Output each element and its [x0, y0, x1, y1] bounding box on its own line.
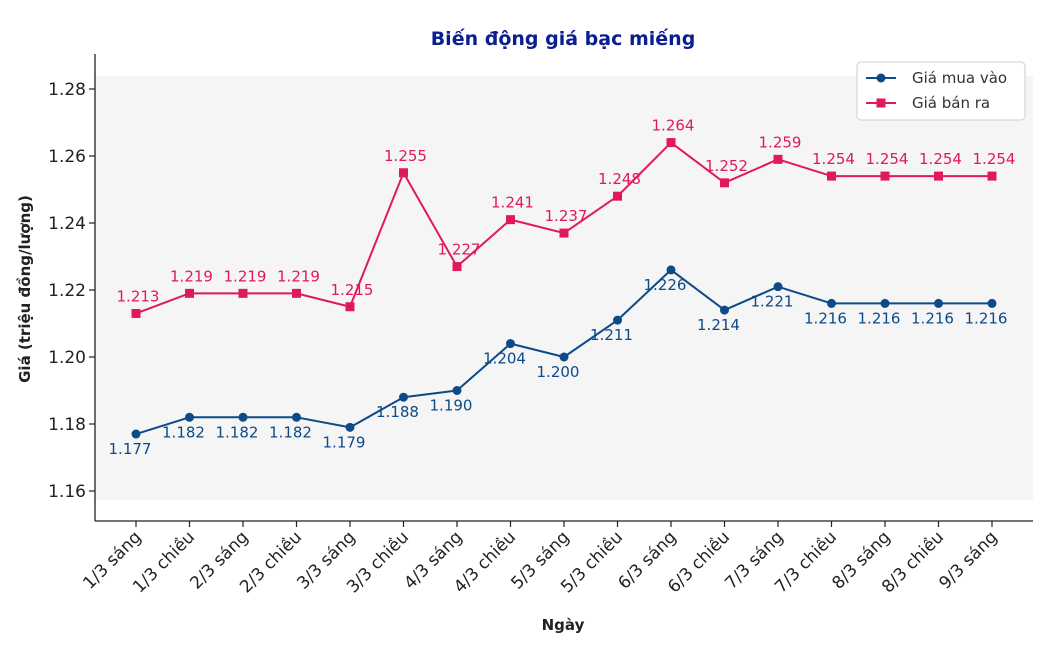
data-label-ban: 1.241	[491, 194, 534, 212]
data-point-ban	[613, 191, 622, 201]
y-tick-label: 1.28	[48, 80, 86, 100]
data-point-ban	[827, 171, 836, 181]
series-layer	[131, 138, 997, 439]
data-point-ban	[292, 288, 301, 298]
data-point-ban	[131, 308, 141, 318]
data-point-ban	[506, 215, 515, 225]
y-ticks: 1.16 1.18 1.20 1.22 1.24 1.26 1.28	[48, 80, 95, 502]
data-point-mua	[720, 305, 729, 315]
data-label-ban: 1.219	[277, 267, 320, 285]
data-label-mua: 1.177	[109, 440, 152, 458]
data-point-ban	[934, 171, 943, 181]
data-point-ban	[773, 154, 783, 164]
data-point-ban	[880, 171, 890, 181]
data-point-ban	[238, 288, 248, 298]
data-point-mua	[827, 298, 836, 308]
data-label-ban: 1.252	[705, 157, 748, 175]
data-label-mua: 1.182	[269, 423, 312, 441]
data-label-mua: 1.179	[323, 433, 366, 451]
data-point-mua	[238, 412, 248, 422]
chart-title: Biến động giá bạc miếng	[431, 27, 696, 50]
y-tick-label: 1.18	[48, 415, 86, 435]
data-point-mua	[452, 386, 462, 395]
y-tick-label: 1.26	[48, 147, 86, 167]
y-tick-label: 1.22	[48, 281, 86, 301]
data-label-ban: 1.215	[331, 281, 374, 299]
data-label-mua: 1.216	[804, 309, 847, 327]
data-point-mua	[987, 298, 997, 308]
data-label-mua: 1.204	[483, 350, 526, 368]
data-point-mua	[934, 298, 943, 308]
data-label-ban: 1.254	[812, 150, 855, 168]
data-point-mua	[399, 392, 408, 402]
legend: Giá mua vào Giá bán ra	[856, 61, 1026, 121]
data-point-ban	[452, 262, 462, 272]
data-point-mua	[613, 315, 622, 325]
data-point-ban	[720, 178, 729, 188]
data-label-ban: 1.237	[545, 207, 588, 225]
legend-marker-mua	[876, 73, 886, 83]
data-label-mua: 1.214	[697, 316, 740, 334]
data-point-mua	[292, 412, 301, 422]
data-point-mua	[131, 429, 141, 439]
data-label-ban: 1.213	[117, 287, 160, 305]
y-tick-label: 1.24	[48, 214, 86, 234]
data-label-mua: 1.182	[162, 423, 205, 441]
data-label-ban: 1.264	[652, 117, 695, 135]
data-label-ban: 1.227	[438, 241, 481, 259]
data-labels: 1.177 1.182 1.182 1.182 1.179 1.188 1.190 1.204…	[109, 117, 1016, 458]
data-point-ban	[345, 302, 355, 312]
data-label-ban: 1.254	[973, 150, 1016, 168]
data-point-ban	[987, 171, 997, 181]
data-label-mua: 1.190	[430, 397, 473, 415]
x-tick-label: 9/3 sáng	[935, 527, 1001, 593]
data-label-ban: 1.219	[224, 267, 267, 285]
data-point-mua	[880, 298, 890, 308]
data-label-mua: 1.188	[376, 403, 419, 421]
plot-area	[95, 76, 1033, 500]
data-label-ban: 1.259	[759, 133, 802, 151]
data-point-mua	[559, 352, 569, 362]
data-label-mua: 1.226	[644, 276, 687, 294]
data-label-mua: 1.182	[216, 423, 259, 441]
legend-box	[856, 61, 1026, 121]
data-point-ban	[399, 168, 408, 178]
data-point-mua	[185, 412, 194, 422]
legend-label-ban: Giá bán ra	[912, 94, 990, 112]
legend-label-mua: Giá mua vào	[912, 69, 1007, 87]
data-label-ban: 1.255	[384, 147, 427, 165]
x-axis-label: Ngày	[542, 616, 585, 634]
data-label-mua: 1.221	[751, 293, 794, 311]
data-label-mua: 1.211	[590, 326, 633, 344]
data-point-ban	[666, 138, 676, 148]
data-label-ban: 1.219	[170, 267, 213, 285]
data-label-mua: 1.200	[537, 363, 580, 381]
data-label-ban: 1.254	[919, 150, 962, 168]
data-point-ban	[185, 288, 194, 298]
y-axis-label: Giá (triệu đồng/lượng)	[15, 195, 34, 383]
data-point-ban	[559, 228, 569, 238]
y-tick-label: 1.16	[48, 482, 86, 502]
data-label-mua: 1.216	[965, 309, 1008, 327]
data-label-mua: 1.216	[858, 309, 901, 327]
data-point-mua	[773, 282, 783, 292]
data-point-mua	[506, 339, 515, 349]
data-label-ban: 1.248	[598, 170, 641, 188]
y-tick-label: 1.20	[48, 348, 86, 368]
data-label-mua: 1.216	[911, 309, 954, 327]
legend-marker-ban	[876, 98, 886, 108]
data-point-mua	[345, 422, 355, 432]
data-label-ban: 1.254	[866, 150, 909, 168]
data-point-mua	[666, 265, 676, 275]
